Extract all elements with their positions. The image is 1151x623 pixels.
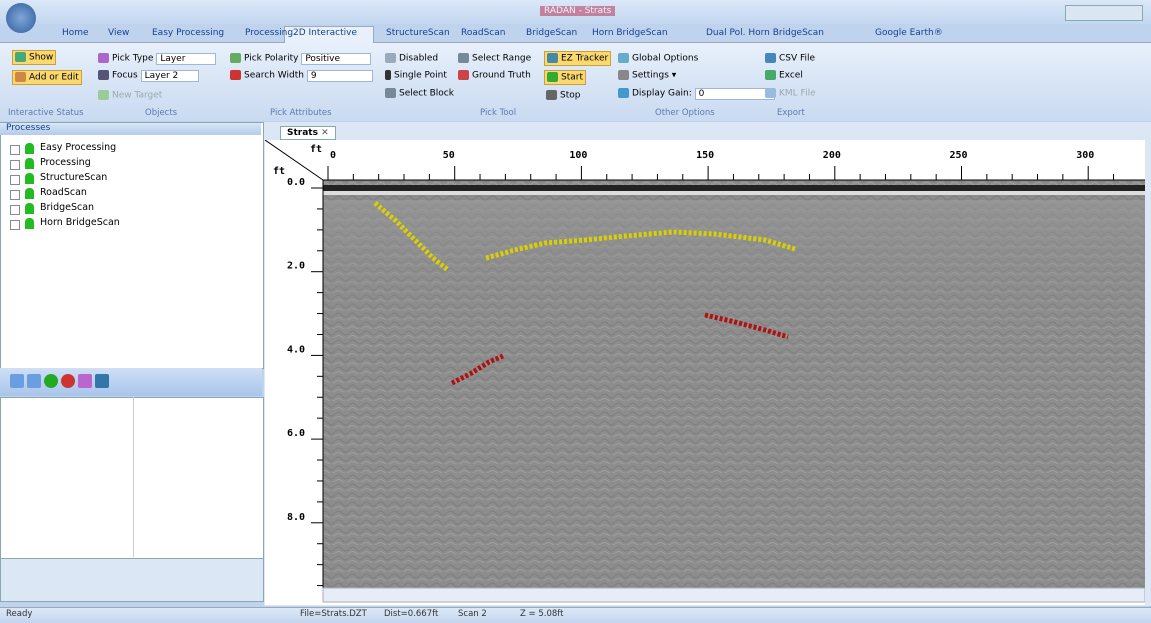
status-bar xyxy=(0,607,1151,623)
settings[interactable]: Settings ▾ xyxy=(618,70,676,81)
ribbon-tab[interactable]: Dual Pol. Horn BridgeScan xyxy=(706,28,824,38)
x-tick-label: 150 xyxy=(696,150,714,161)
x-tick-label: 0 xyxy=(330,150,336,161)
tree-icon[interactable] xyxy=(10,205,20,215)
pick-layer-red xyxy=(450,353,504,386)
status-field: Dist=0.667ft xyxy=(384,609,439,619)
surface-reflection xyxy=(323,191,1145,195)
process-item[interactable]: RoadScan xyxy=(40,187,87,198)
y-unit: ft xyxy=(273,166,285,177)
horizontal-scrollbar[interactable] xyxy=(322,587,1145,603)
y-tick-label: 0.0 xyxy=(287,177,305,188)
status-field: Scan 2 xyxy=(458,609,487,619)
window-controls[interactable] xyxy=(1065,5,1143,21)
process-icon xyxy=(25,158,34,169)
global-options[interactable]: Global Options xyxy=(618,53,698,64)
app-button[interactable] xyxy=(6,3,36,33)
add-edit-button[interactable]: Add or Edit xyxy=(12,70,82,85)
pick-type[interactable]: Pick Type Layer xyxy=(98,52,217,65)
ribbon-tab[interactable]: Google Earth® xyxy=(875,28,943,38)
process-item[interactable]: Processing xyxy=(40,157,91,168)
empty-pane xyxy=(0,558,264,602)
tree-icon[interactable] xyxy=(10,145,20,155)
pick-polarity[interactable]: Pick Polarity Positive xyxy=(230,52,372,65)
select-range-tool[interactable]: Select Range xyxy=(458,53,531,64)
group-label: Other Options xyxy=(655,108,715,118)
pane-divider xyxy=(133,397,134,557)
ribbon-tab[interactable]: BridgeScan xyxy=(526,28,578,38)
x-tick-label: 300 xyxy=(1076,150,1094,161)
active-tab xyxy=(284,26,374,43)
process-icon xyxy=(25,173,34,184)
kml-export[interactable]: KML File xyxy=(765,88,816,99)
ribbon-tab[interactable]: Horn BridgeScan xyxy=(592,28,668,38)
y-tick-label: 2.0 xyxy=(287,261,305,272)
disabled-tool[interactable]: Disabled xyxy=(385,53,438,64)
start-button[interactable]: Start xyxy=(544,70,586,85)
single-point-tool[interactable]: Single Point xyxy=(385,70,447,81)
info-pane xyxy=(0,397,264,559)
ribbon-tab[interactable]: RoadScan xyxy=(461,28,506,38)
status-field: Ready xyxy=(6,609,33,619)
y-tick-label: 8.0 xyxy=(287,512,305,523)
status-field: Z = 5.08ft xyxy=(520,609,564,619)
excel-export[interactable]: Excel xyxy=(765,70,803,81)
pick-layer-yellow xyxy=(373,201,450,272)
tool-strip xyxy=(0,368,262,396)
show-button[interactable]: Show xyxy=(12,50,57,65)
pick-layer-yellow xyxy=(485,229,796,261)
process-item[interactable]: Easy Processing xyxy=(40,142,117,153)
csv-export[interactable]: CSV File xyxy=(765,53,815,64)
group-label: Pick Attributes xyxy=(270,108,332,118)
ribbon-tab[interactable]: StructureScan xyxy=(386,28,450,38)
stop-button[interactable]: Stop xyxy=(546,90,580,101)
ribbon-tab[interactable]: Processing xyxy=(245,28,294,38)
process-item[interactable]: BridgeScan xyxy=(40,202,95,213)
y-tick-label: 6.0 xyxy=(287,428,305,439)
document-tab[interactable]: Strats ✕ xyxy=(280,126,336,140)
process-item[interactable]: Horn BridgeScan xyxy=(40,217,120,228)
window-title: RADAN - Strats xyxy=(540,6,616,16)
tree-icon[interactable] xyxy=(10,190,20,200)
group-label: Pick Tool xyxy=(480,108,517,118)
y-tick-label: 4.0 xyxy=(287,344,305,355)
tree-icon[interactable] xyxy=(10,175,20,185)
processes-panel xyxy=(0,122,264,369)
x-tick-label: 200 xyxy=(823,150,841,161)
x-tick-label: 100 xyxy=(569,150,587,161)
new-target[interactable]: New Target xyxy=(98,90,162,101)
pick-layer-red xyxy=(704,312,789,340)
status-field: File=Strats.DZT xyxy=(300,609,367,619)
group-label: Interactive Status xyxy=(8,108,84,118)
radar-shade xyxy=(323,200,1145,340)
process-item[interactable]: StructureScan xyxy=(40,172,108,183)
x-tick-label: 250 xyxy=(950,150,968,161)
ribbon-tab[interactable]: Easy Processing xyxy=(152,28,225,38)
ribbon-tab[interactable]: Home xyxy=(62,28,89,38)
processes-header: Processes xyxy=(0,123,261,135)
x-unit: ft xyxy=(310,144,322,155)
tree-icon[interactable] xyxy=(10,220,20,230)
tool-icons[interactable] xyxy=(10,374,112,388)
group-label: Objects xyxy=(145,108,178,118)
process-icon xyxy=(25,143,34,154)
ribbon-tab[interactable]: 2D Interactive xyxy=(293,28,357,38)
group-label: Export xyxy=(777,108,805,118)
x-tick-label: 50 xyxy=(443,150,455,161)
process-icon xyxy=(25,203,34,214)
radargram-view: ft ft 0 50 100 150 200 250 300 0.0 2.0 4.0 6.0 8.0 xyxy=(265,140,1145,605)
tree-icon[interactable] xyxy=(10,160,20,170)
search-width[interactable]: Search Width 9 xyxy=(230,69,373,82)
select-block-tool[interactable]: Select Block xyxy=(385,88,454,99)
focus[interactable]: Focus Layer 2 xyxy=(98,69,200,82)
display-gain[interactable]: Display Gain: 0 xyxy=(618,87,776,100)
process-icon xyxy=(25,218,34,229)
surface-reflection xyxy=(323,185,1145,191)
process-icon xyxy=(25,188,34,199)
axis-corner xyxy=(265,140,324,181)
ground-truth-tool[interactable]: Ground Truth xyxy=(458,70,531,81)
ribbon-tab[interactable]: View xyxy=(108,28,130,38)
ez-tracker-button[interactable]: EZ Tracker xyxy=(544,51,612,66)
